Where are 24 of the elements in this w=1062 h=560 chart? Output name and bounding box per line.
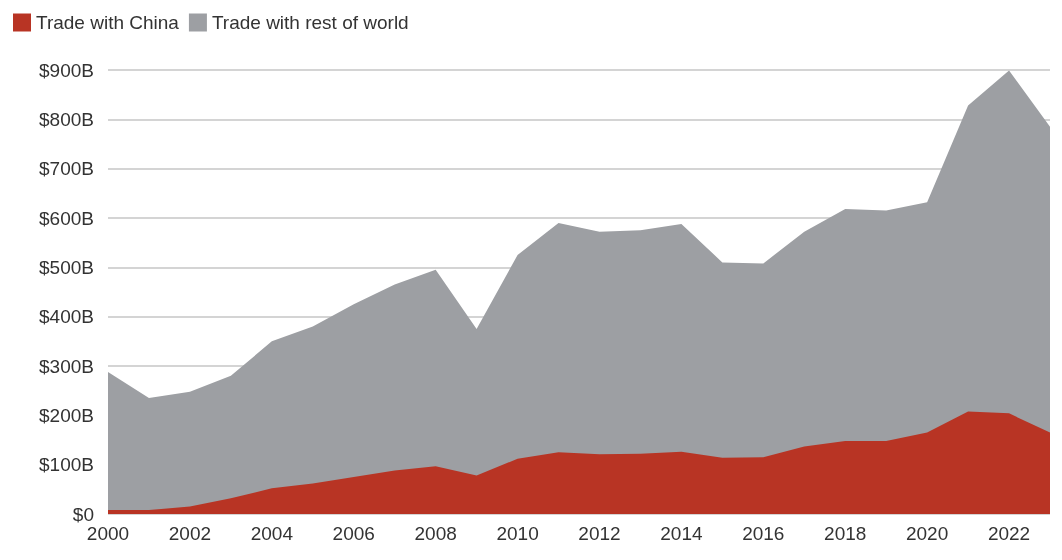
y-tick-label: $0 [72,503,94,525]
x-tick-label: 2008 [414,523,457,544]
x-tick-label: 2000 [86,523,130,544]
x-tick-label: 2014 [660,523,703,544]
y-tick-label: $200B [39,404,94,426]
x-tick-label: 2010 [496,523,539,544]
y-tick-label: $800B [39,108,94,130]
x-tick-label: 2020 [905,523,949,544]
y-tick-label: $400B [39,306,94,328]
y-tick-label: $300B [39,355,94,377]
x-tick-label: 2006 [332,523,375,544]
y-tick-label: $700B [39,158,94,180]
y-tick-label: $600B [39,207,94,229]
y-tick-label: $500B [39,256,94,278]
x-tick-label: 2022 [987,523,1031,544]
legend-label: Trade with China [36,12,180,33]
x-tick-label: 2004 [250,523,294,544]
y-tick-label: $100B [39,454,94,476]
x-tick-label: 2018 [824,523,867,544]
legend-label: Trade with rest of world [211,12,409,33]
x-tick-label: 2012 [578,523,621,544]
x-tick-label: 2016 [742,523,785,544]
y-tick-label: $900B [39,59,94,81]
x-tick-label: 2002 [168,523,212,544]
